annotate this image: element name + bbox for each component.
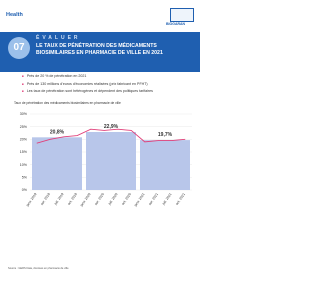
- bar-label: 20,8%: [50, 129, 65, 135]
- logo-box: [170, 8, 194, 22]
- bullet: Près de 130 millions d'euros d'économies…: [22, 82, 192, 86]
- x-tick-label: avr. 2019: [40, 192, 51, 206]
- section-number: 07: [8, 37, 30, 59]
- bar: [32, 137, 82, 190]
- chart-title: Taux de pénétration des médicaments bios…: [14, 101, 121, 105]
- bar-label: 22,9%: [104, 124, 119, 130]
- header-band: [0, 32, 200, 72]
- x-tick-label: juil. 2021: [161, 192, 173, 206]
- bullet: Les taux de pénétration sont hétérogènes…: [22, 89, 192, 93]
- y-tick-label: 25%: [20, 125, 28, 129]
- x-tick-label: avr. 2021: [148, 192, 159, 206]
- section: ÉVALUER: [36, 35, 81, 41]
- y-tick-label: 10%: [20, 163, 28, 167]
- bar: [86, 131, 136, 190]
- logo-right: BIOGARAN: [166, 22, 186, 26]
- y-tick-label: 0%: [22, 188, 28, 192]
- page: Health BIOGARAN 07 ÉVALUER LE TAUX DE PÉ…: [0, 0, 200, 283]
- logo-left: Health: [6, 12, 23, 18]
- footer: Source : GERS Data, données en pharmacie…: [8, 266, 69, 270]
- x-tick-label: janv. 2019: [25, 192, 38, 208]
- y-tick-label: 15%: [20, 150, 28, 154]
- bar: [140, 140, 190, 190]
- line: [36, 128, 186, 144]
- title: LE TAUX DE PÉNÉTRATION DES MÉDICAMENTS B…: [36, 43, 163, 56]
- bar-label: 19,7%: [158, 132, 173, 138]
- x-tick-label: janv. 2021: [133, 192, 146, 208]
- x-tick-label: juil. 2019: [53, 192, 65, 206]
- x-tick-label: avr. 2020: [94, 192, 105, 206]
- x-tick-label: janv. 2020: [79, 192, 92, 208]
- x-tick-label: oct. 2020: [121, 192, 132, 206]
- bullet: Près de 20 % de pénétration en 2021: [22, 74, 192, 78]
- chart: Taux de pénétration des médicaments bios…: [8, 101, 192, 270]
- y-tick-label: 30%: [20, 112, 28, 116]
- bullets: Près de 20 % de pénétration en 2021 Près…: [22, 74, 192, 97]
- x-tick-label: oct. 2019: [67, 192, 78, 206]
- y-tick-label: 5%: [22, 176, 28, 180]
- x-tick-label: juil. 2020: [107, 192, 119, 206]
- x-tick-label: oct. 2021: [175, 192, 186, 206]
- y-tick-label: 20%: [20, 138, 28, 142]
